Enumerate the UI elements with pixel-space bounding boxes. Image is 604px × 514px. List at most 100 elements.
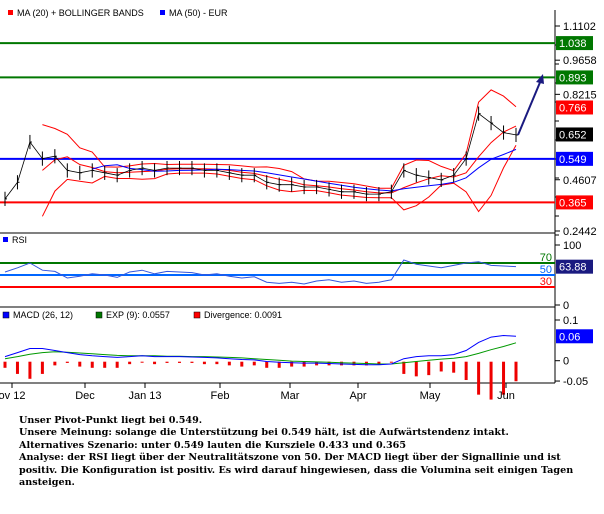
divergence-bar (177, 361, 181, 363)
divergence-bar (402, 361, 406, 374)
x-tick-label: Feb (211, 390, 230, 402)
divergence-bar (215, 361, 219, 365)
macd-badge: 0.06 (559, 331, 580, 343)
divergence-bar (165, 361, 169, 363)
macd-legend-label: Divergence: 0.0091 (204, 310, 282, 320)
macd-badge-bg (556, 329, 593, 344)
macd-legend-label: MACD (26, 12) (13, 310, 73, 320)
divergence-bar (277, 361, 281, 368)
divergence-bar (128, 361, 132, 365)
target-arrow (517, 79, 542, 136)
ma50-line (92, 148, 517, 192)
note-alternative: Alternatives Szenario: unter 0.549 laute… (19, 439, 407, 451)
price-badge-bg (556, 100, 593, 115)
divergence-bar (502, 361, 506, 395)
level-badge: 0.549 (559, 154, 587, 166)
divergence-bar (190, 361, 194, 363)
divergence-bar (489, 361, 493, 400)
analysis-notes: Unser Pivot-Punkt liegt bei 0.549. Unser… (19, 415, 599, 489)
divergence-bar (389, 361, 393, 363)
divergence-bar (439, 361, 443, 372)
price-line (4, 112, 517, 200)
divergence-bar (414, 361, 418, 377)
divergence-bar (103, 361, 107, 368)
divergence-bar (290, 361, 294, 367)
level-badge: 0.893 (559, 72, 587, 84)
rsi-level-label: 30 (540, 276, 552, 288)
divergence-bar (115, 361, 119, 368)
legend-swatch-ma20 (8, 10, 13, 15)
legend-ma50: MA (50) - EUR (169, 8, 228, 18)
x-tick-label: May (420, 390, 441, 402)
rsi-line (4, 259, 517, 285)
divergence-bar (153, 361, 157, 365)
macd-legend-label: EXP (9): 0.0557 (106, 310, 170, 320)
level-badge: 1.038 (559, 38, 587, 50)
legend-swatch-macd (95, 311, 103, 319)
divergence-bar (377, 361, 381, 365)
level-badge-bg (556, 195, 593, 210)
divergence-bar (140, 361, 144, 363)
divergence-bar (302, 361, 306, 367)
macd-tick-label: 0 (563, 356, 569, 368)
divergence-bar (40, 361, 44, 374)
divergence-bar (90, 361, 94, 368)
note-analysis: Analyse: der RSI liegt über der Neutrali… (19, 452, 574, 489)
macd-signal-line (4, 342, 517, 365)
x-tick-label: ov 12 (0, 390, 25, 402)
macd-tick-label: -0.05 (563, 376, 588, 388)
divergence-bar (65, 361, 69, 363)
rsi-title: RSI (12, 235, 27, 245)
divergence-bar (427, 361, 431, 376)
stock-chart: MA (20) + BOLLINGER BANDS MA (50) - EUR 1.… (0, 8, 597, 402)
note-pivot: Unser Pivot-Punkt liegt bei 0.549. (19, 415, 203, 426)
y-tick-label: 0.9658 (563, 55, 597, 67)
legend-swatch-macd (2, 311, 10, 319)
rsi-badge-bg (556, 259, 593, 274)
divergence-bar (3, 361, 7, 368)
divergence-bar (202, 361, 206, 365)
y-tick-label: 0.4607 (563, 175, 597, 187)
divergence-bar (28, 361, 32, 379)
level-badge-bg (556, 151, 593, 166)
y-tick-label: 1.1102 (563, 21, 596, 33)
price-badge-bg (556, 127, 593, 142)
divergence-bar (477, 361, 481, 395)
divergence-bar (78, 361, 82, 367)
divergence-bar (240, 361, 244, 367)
divergence-bar (252, 361, 256, 366)
bollinger-upper (42, 89, 517, 189)
macd-tick-label: 0.1 (563, 315, 578, 327)
legend-ma20: MA (20) + BOLLINGER BANDS (17, 8, 144, 18)
divergence-bar (464, 361, 468, 381)
macd-line (4, 334, 517, 366)
x-tick-label: Jan 13 (128, 390, 161, 402)
x-tick-label: Mar (281, 390, 300, 402)
divergence-bar (452, 361, 456, 373)
legend-swatch-macd (193, 311, 201, 319)
x-tick-label: Jun (497, 390, 515, 402)
divergence-bar (227, 361, 231, 366)
level-badge-bg (556, 36, 593, 51)
rsi-level-label: 50 (540, 264, 552, 276)
price-badge: 0.652 (559, 129, 587, 141)
y-tick-label: 0.2442 (563, 226, 597, 238)
rsi-badge: 63.88 (559, 262, 587, 274)
level-badge-bg (556, 70, 593, 85)
divergence-bar (514, 361, 518, 382)
rsi-level-label: 70 (540, 252, 552, 264)
divergence-bar (265, 361, 269, 368)
level-badge: 0.365 (559, 197, 587, 209)
divergence-bar (53, 361, 57, 366)
arrow-head-icon (536, 74, 544, 84)
x-tick-label: Apr (349, 390, 366, 402)
note-opinion: Unsere Meinung: solange die Unterstützun… (19, 427, 509, 439)
legend-swatch-ma50 (160, 10, 165, 15)
legend-swatch-rsi (3, 237, 8, 242)
divergence-bar (15, 361, 19, 374)
rsi-tick-label: 100 (563, 240, 581, 252)
price-badge: 0.766 (559, 102, 587, 114)
rsi-tick-label: 0 (563, 300, 569, 312)
x-tick-label: Dec (75, 390, 95, 402)
y-tick-label: 0.8215 (563, 89, 597, 101)
